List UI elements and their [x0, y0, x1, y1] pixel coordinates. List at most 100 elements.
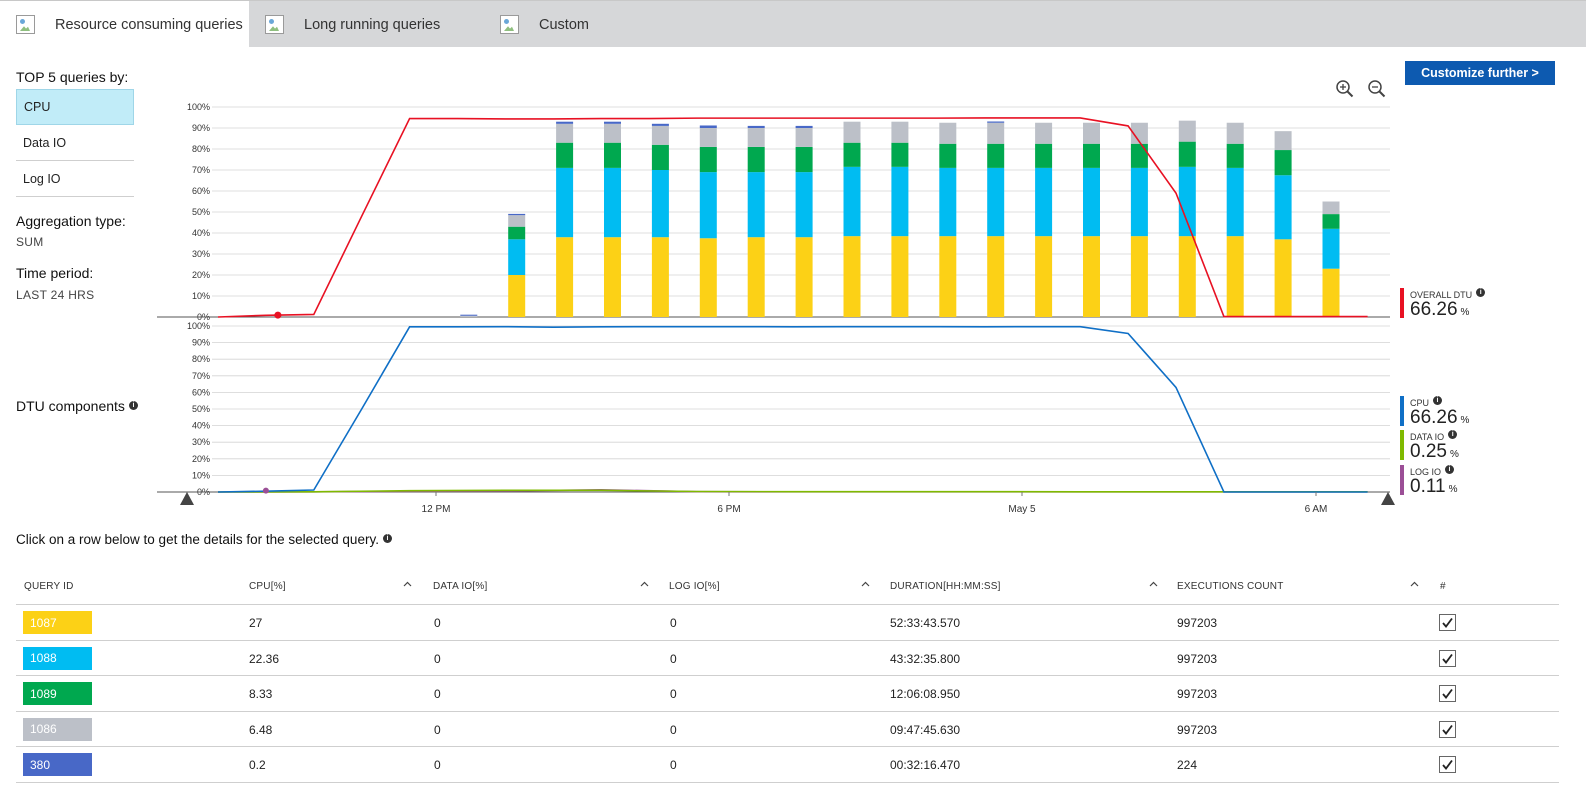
- header-cpu[interactable]: CPU[%]: [249, 581, 286, 592]
- bar-segment-1086: [987, 122, 1005, 144]
- bar-segment-1087: [795, 237, 813, 317]
- x-tick-label: May 5: [1008, 504, 1036, 515]
- bar-segment-1089: [1322, 214, 1340, 229]
- y-tick-label: 100%: [187, 102, 210, 112]
- bar-segment-380: [795, 125, 813, 128]
- sort-caret-icon[interactable]: [1410, 580, 1419, 589]
- bar-segment-1086: [604, 123, 621, 143]
- info-icon[interactable]: i: [1433, 396, 1443, 405]
- query-performance-charts[interactable]: 0%10%20%30%40%50%60%70%80%90%100%0%10%20…: [0, 0, 1586, 520]
- query-id-badge[interactable]: 1087: [23, 611, 92, 634]
- cell-cpu: 22.36: [249, 651, 280, 666]
- aggregation-type-value[interactable]: SUM: [16, 235, 44, 249]
- tab-long-running-queries[interactable]: Long running queries: [265, 1, 485, 48]
- bar-segment-1086: [460, 315, 478, 317]
- bar-segment-380: [508, 213, 526, 216]
- table-row[interactable]: 380 0.2 0 0 00:32:16.470 224: [16, 747, 1559, 783]
- header-data-io[interactable]: DATA IO[%]: [433, 581, 488, 592]
- table-row[interactable]: 1089 8.33 0 0 12:06:08.950 997203: [16, 676, 1559, 712]
- table-row[interactable]: 1086 6.48 0 0 09:47:45.630 997203: [16, 712, 1559, 748]
- bar-segment-1088: [508, 239, 526, 275]
- bar-segment-1086: [891, 121, 909, 143]
- info-icon[interactable]: i: [128, 401, 138, 410]
- range-end-handle[interactable]: [1381, 492, 1395, 505]
- bar-segment-1088: [699, 172, 717, 239]
- row-checkbox[interactable]: [1439, 756, 1456, 774]
- checkmark-icon: [1442, 689, 1453, 700]
- query-id-badge[interactable]: 1088: [23, 646, 92, 670]
- cell-duration: 00:32:16.470: [890, 758, 961, 773]
- legend-value: 0.11%: [1410, 476, 1458, 497]
- tab-bar: Resource consuming queries Long running …: [0, 0, 1586, 48]
- zoom-out-icon[interactable]: [1367, 79, 1386, 98]
- bar-segment-1088: [795, 172, 813, 238]
- y-tick-label: 60%: [192, 387, 210, 397]
- table-header: QUERY ID CPU[%] DATA IO[%] LOG IO[%] DUR…: [16, 570, 1559, 605]
- bar-segment-1088: [1083, 167, 1100, 237]
- time-period-value[interactable]: LAST 24 HRS: [16, 288, 95, 302]
- legend-value: 0.25%: [1410, 441, 1459, 462]
- legend-name: OVERALL DTU i: [1410, 288, 1486, 300]
- sort-caret-icon[interactable]: [1149, 580, 1158, 589]
- range-start-handle[interactable]: [180, 492, 194, 505]
- bar-segment-1088: [1130, 167, 1148, 237]
- y-tick-label: 50%: [192, 404, 210, 414]
- legend-color-swatch: [1400, 465, 1404, 495]
- customize-further-button[interactable]: Customize further >: [1405, 61, 1555, 85]
- info-icon[interactable]: i: [1448, 430, 1458, 439]
- metric-cpu[interactable]: CPU: [16, 89, 134, 125]
- series-line-cpu: [217, 325, 1368, 493]
- tab-custom[interactable]: Custom: [500, 1, 640, 48]
- dtu-components-text: DTU components: [16, 398, 125, 414]
- info-icon[interactable]: i: [1476, 288, 1486, 297]
- info-icon[interactable]: i: [382, 534, 392, 543]
- zoom-in-icon[interactable]: [1335, 79, 1354, 98]
- dtu-components-label: DTU components i: [16, 398, 138, 414]
- bar-segment-1089: [604, 142, 621, 168]
- cell-cpu: 6.48: [249, 722, 273, 737]
- cell-executions-count: 997203: [1177, 616, 1218, 630]
- header-duration[interactable]: DURATION[HH:MM:SS]: [890, 581, 1001, 592]
- query-id-badge[interactable]: 380: [23, 753, 92, 777]
- bar-segment-1086: [795, 128, 813, 147]
- bar-segment-1088: [651, 170, 669, 238]
- checkmark-icon: [1442, 653, 1453, 664]
- row-checkbox[interactable]: [1439, 720, 1456, 738]
- y-tick-label: 100%: [187, 321, 210, 331]
- metric-data-io[interactable]: Data IO: [16, 125, 134, 161]
- query-id-badge[interactable]: 1089: [23, 682, 92, 706]
- header-executions-count[interactable]: EXECUTIONS COUNT: [1177, 581, 1284, 592]
- row-checkbox[interactable]: [1439, 649, 1456, 667]
- row-checkbox[interactable]: [1439, 685, 1456, 703]
- metric-selector: CPU Data IO Log IO: [16, 89, 134, 197]
- tab-resource-consuming-queries[interactable]: Resource consuming queries: [0, 1, 249, 48]
- sort-caret-icon[interactable]: [403, 580, 412, 589]
- metric-log-io[interactable]: Log IO: [16, 161, 134, 197]
- query-id-badge[interactable]: 1086: [23, 717, 92, 741]
- cell-log-io: 0: [670, 616, 677, 630]
- overall-dtu-line: [217, 117, 1368, 318]
- bar-segment-1089: [651, 144, 669, 170]
- sort-caret-icon[interactable]: [861, 580, 870, 589]
- table-row[interactable]: 1087 27 0 0 52:33:43.570 997203: [16, 605, 1559, 641]
- bar-segment-1087: [508, 275, 526, 317]
- legend-log-io: LOG IO i 0.11%: [1400, 465, 1520, 497]
- tab-label: Long running queries: [304, 16, 441, 33]
- y-tick-label: 40%: [192, 421, 210, 431]
- sort-caret-icon[interactable]: [640, 580, 649, 589]
- info-icon[interactable]: i: [1445, 465, 1455, 474]
- tab-label: Custom: [539, 16, 589, 33]
- bar-segment-1089: [747, 146, 765, 173]
- header-query-id[interactable]: QUERY ID: [24, 581, 74, 592]
- bar-segment-1088: [604, 167, 621, 238]
- bar-segment-1089: [1083, 143, 1100, 168]
- bar-segment-1088: [1035, 167, 1053, 237]
- header-log-io[interactable]: LOG IO[%]: [669, 581, 720, 592]
- table-row[interactable]: 1088 22.36 0 0 43:32:35.800 997203: [16, 641, 1559, 677]
- row-checkbox[interactable]: [1439, 614, 1456, 631]
- bar-segment-1088: [891, 166, 909, 237]
- bar-segment-1088: [939, 167, 957, 237]
- cell-data-io: 0: [434, 687, 441, 702]
- cell-log-io: 0: [670, 758, 677, 773]
- legend-name: DATA IO i: [1410, 430, 1458, 442]
